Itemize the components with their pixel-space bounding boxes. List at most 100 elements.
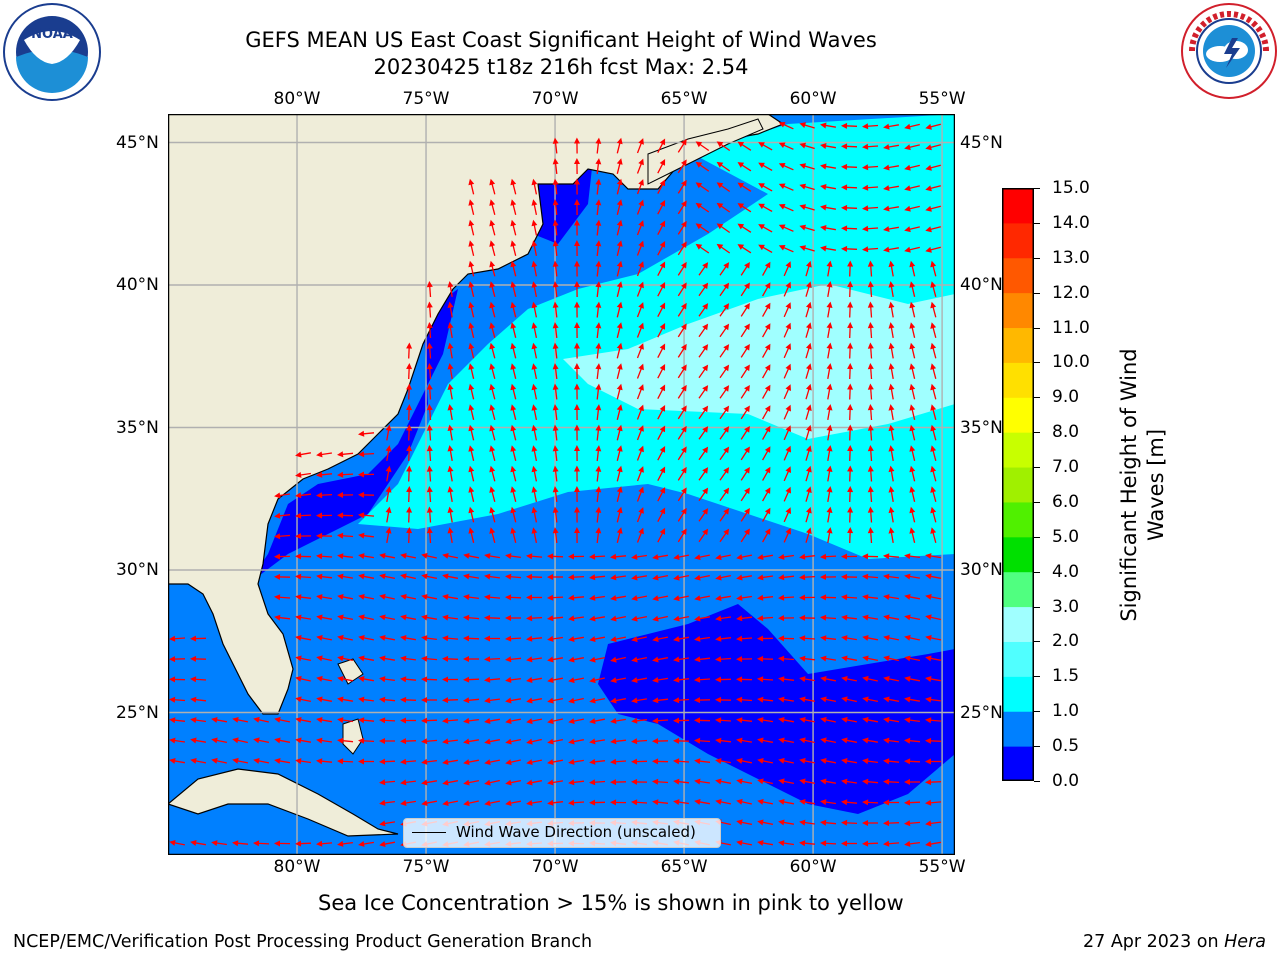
arrow-head-icon <box>806 486 812 493</box>
arrow-head-icon <box>442 573 449 580</box>
colorbar-tick-mark <box>1034 641 1040 643</box>
arrow-head-icon <box>841 758 848 764</box>
arrow-head-icon <box>447 506 454 513</box>
arrow-head-icon <box>552 383 559 390</box>
arrow-head-icon <box>568 615 575 622</box>
arrow-head-icon <box>595 383 602 390</box>
arrow-head-icon <box>463 779 470 786</box>
arrow-head-icon <box>841 676 848 682</box>
arrow-head-icon <box>616 301 623 309</box>
arrow-head-icon <box>406 342 413 349</box>
arrow-head-icon <box>716 243 724 250</box>
arrow-head-icon <box>484 697 491 704</box>
land-cuba <box>168 768 399 837</box>
arrow-head-icon <box>764 261 771 269</box>
arrow-head-icon <box>806 445 812 452</box>
arrow-head-icon <box>616 137 623 145</box>
arrow-head-icon <box>736 656 743 663</box>
arrow-head-icon <box>716 141 724 148</box>
arrow-head-icon <box>510 322 517 329</box>
arrow-head-icon <box>695 243 703 250</box>
arrow-head-icon <box>785 384 791 391</box>
arrow-head-icon <box>589 697 596 704</box>
arrow-head-icon <box>531 445 538 452</box>
arrow-head-icon <box>211 840 218 846</box>
arrow-head-icon <box>616 465 623 473</box>
lon-label-bottom: 60°W <box>789 857 837 877</box>
arrow-head-icon <box>274 492 281 499</box>
arrow-head-icon <box>757 554 764 560</box>
lat-label-left: 25°N <box>116 702 159 723</box>
arrow-head-icon <box>574 240 580 246</box>
arrow-head-icon <box>552 199 559 206</box>
arrow-head-icon <box>379 553 386 559</box>
arrow-head-icon <box>568 594 575 601</box>
arrow-head-icon <box>616 445 623 452</box>
arrow-head-icon <box>526 738 533 745</box>
arrow-head-icon <box>888 301 895 309</box>
arrow-head-icon <box>758 244 765 251</box>
arrow-head-icon <box>574 178 580 185</box>
arrow-head-icon <box>930 301 937 309</box>
arrow-head-icon <box>631 595 638 601</box>
arrow-head-icon <box>681 241 687 248</box>
arrow-head-icon <box>820 122 827 129</box>
arrow-head-icon <box>638 240 644 248</box>
arrow-head-icon <box>806 281 812 288</box>
arrow-head-icon <box>799 614 806 621</box>
arrow-head-icon <box>841 614 848 621</box>
colorbar-swatch <box>1002 327 1034 363</box>
arrow-head-icon <box>510 260 517 268</box>
arrow-head-icon <box>847 260 854 267</box>
arrow-head-icon <box>510 178 517 186</box>
arrow-head-icon <box>406 404 413 411</box>
arrow-head-icon <box>337 532 344 539</box>
land-nova-scotia <box>647 118 764 185</box>
arrow-head-icon <box>847 363 854 370</box>
arrow-head-icon <box>337 634 344 641</box>
arrow-head-icon <box>847 486 854 493</box>
arrow-head-icon <box>552 219 559 226</box>
arrow-head-icon <box>659 323 666 330</box>
arrow-head-icon <box>652 697 659 704</box>
arrow-head-icon <box>400 635 407 641</box>
arrow-head-icon <box>867 527 874 534</box>
colorbar-tick-mark <box>1034 188 1040 189</box>
arrow-head-icon <box>169 635 176 642</box>
arrow-head-icon <box>826 383 833 390</box>
arrow-head-icon <box>925 553 932 559</box>
arrow-head-icon <box>385 445 392 452</box>
arrow-head-icon <box>715 676 722 683</box>
arrow-head-icon <box>723 528 730 536</box>
arrow-head-icon <box>616 363 623 370</box>
arrow-head-icon <box>757 594 764 601</box>
lat-label-right: 35°N <box>960 417 1003 438</box>
arrow-head-icon <box>862 675 869 682</box>
arrow-head-icon <box>489 199 496 206</box>
arrow-head-icon <box>847 424 854 431</box>
arrow-head-icon <box>888 465 895 473</box>
arrow-head-icon <box>379 717 386 724</box>
arrow-head-icon <box>505 635 512 642</box>
arrow-head-icon <box>694 799 701 805</box>
colorbar-tick-mark <box>1034 571 1040 573</box>
arrow-head-icon <box>631 717 638 724</box>
arrow-head-icon <box>568 718 575 724</box>
colorbar-swatch <box>1002 467 1034 503</box>
arrow-head-icon <box>526 800 533 806</box>
arrow-head-icon <box>421 779 428 786</box>
arrow-head-icon <box>799 245 806 251</box>
arrow-head-icon <box>799 204 806 210</box>
arrow-head-icon <box>785 466 791 473</box>
arrow-head-icon <box>888 506 895 514</box>
arrow-head-icon <box>295 614 302 621</box>
colorbar-tick-label: 13.0 <box>1052 247 1090 268</box>
arrow-head-icon <box>659 220 666 228</box>
arrow-head-icon <box>505 779 512 786</box>
arrow-head-icon <box>826 342 833 349</box>
arrow-head-icon <box>400 696 407 703</box>
colorbar-tick-label: 2.0 <box>1052 631 1080 652</box>
arrow-head-icon <box>638 466 644 473</box>
arrow-head-icon <box>337 451 344 458</box>
arrow-head-icon <box>510 465 517 473</box>
